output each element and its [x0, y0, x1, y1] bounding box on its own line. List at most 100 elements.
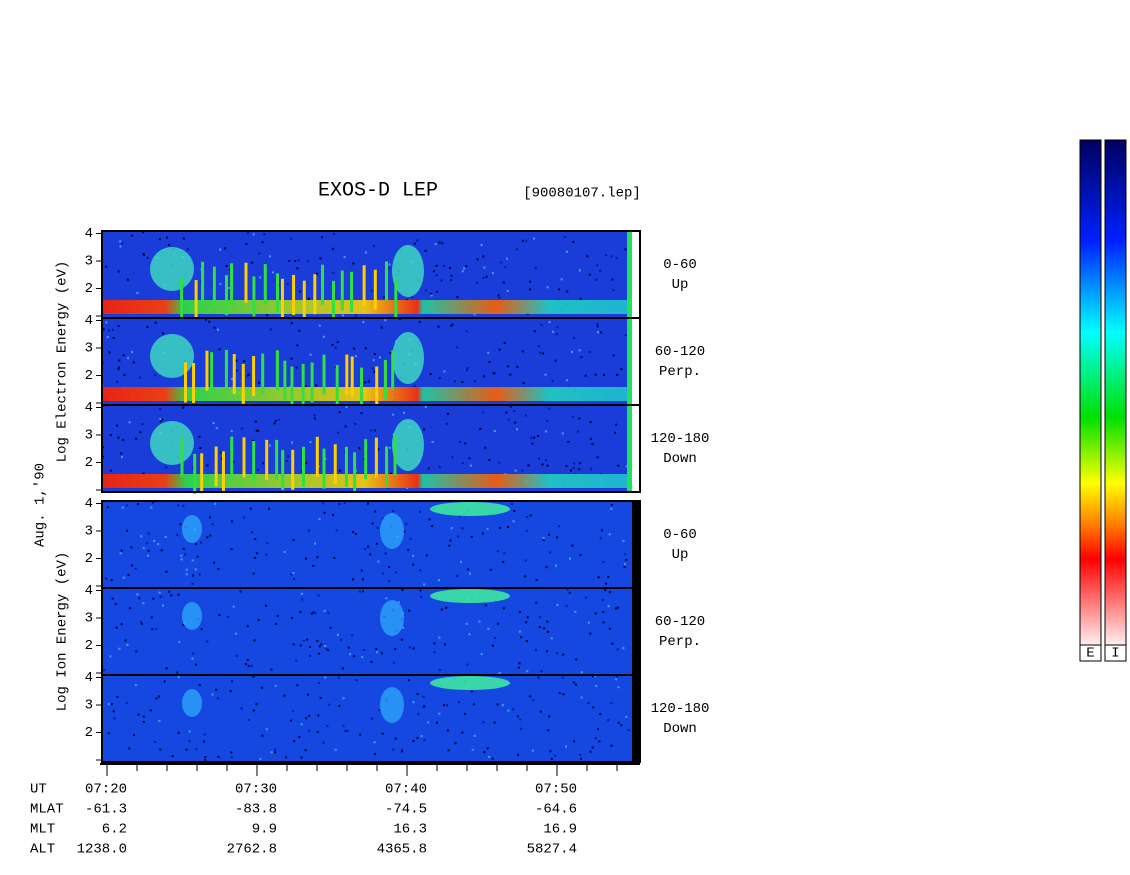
- spectrogram-speckle: [575, 658, 578, 661]
- spectrogram-speckle: [424, 406, 427, 409]
- spectrogram-speckle: [312, 611, 315, 614]
- spectrogram-feature: [182, 602, 202, 630]
- spectrogram-speckle: [153, 539, 156, 542]
- spectrogram-speckle: [203, 733, 206, 736]
- spectrogram-speckle: [217, 755, 220, 758]
- spectrogram-speckle: [374, 752, 377, 755]
- spectrogram-spike: [350, 271, 354, 312]
- spectrogram-speckle: [580, 356, 583, 359]
- spectrogram-speckle: [126, 643, 129, 646]
- spectrogram-speckle: [102, 328, 105, 331]
- spectrogram-spike: [332, 280, 336, 321]
- spectrogram-speckle: [268, 255, 271, 258]
- spectrogram-speckle: [450, 324, 453, 327]
- colorbars: E I: [1079, 139, 1127, 662]
- spectrogram-speckle: [527, 464, 530, 467]
- spectrogram-speckle: [526, 670, 529, 673]
- spectrogram-speckle: [252, 439, 255, 442]
- spectrogram-speckle: [482, 255, 485, 258]
- spectrogram-band: [102, 300, 628, 314]
- spectrogram-speckle: [445, 606, 448, 609]
- spectrogram-speckle: [442, 704, 445, 707]
- spectrogram-speckle: [539, 710, 542, 713]
- spectrogram-speckle: [298, 329, 301, 332]
- spectrogram-speckle: [516, 428, 519, 431]
- spectrogram-speckle: [623, 565, 626, 568]
- spectrogram-speckle: [624, 248, 627, 251]
- spectrogram-speckle: [548, 715, 551, 718]
- channel-direction: Down: [663, 721, 697, 737]
- spectrogram-speckle: [478, 620, 481, 623]
- spectrogram-speckle: [324, 644, 327, 647]
- spectrogram-speckle: [103, 669, 106, 672]
- spectrogram-speckle: [338, 704, 341, 707]
- spectrogram-speckle: [470, 690, 473, 693]
- spectrogram-speckle: [579, 554, 582, 557]
- spectrogram-speckle: [247, 718, 250, 721]
- spectrogram-speckle: [258, 252, 261, 255]
- spectrogram-speckle: [427, 721, 430, 724]
- spectrogram-speckle: [569, 557, 572, 560]
- spectrogram-speckle: [622, 539, 625, 542]
- spectrogram-speckle: [273, 422, 276, 425]
- row-value: 2762.8: [227, 842, 277, 858]
- spectrogram-speckle: [412, 647, 415, 650]
- spectrogram-speckle: [457, 535, 460, 538]
- y-tick-label: 2: [85, 551, 93, 567]
- channel-direction: Perp.: [659, 364, 701, 380]
- spectrogram-speckle: [558, 692, 561, 695]
- spectrogram-speckle: [185, 748, 188, 751]
- spectrogram-speckle: [482, 375, 485, 378]
- spectrogram-speckle: [278, 418, 281, 421]
- spectrogram-speckle: [605, 254, 608, 257]
- spectrogram-speckle: [214, 502, 217, 505]
- spectrogram-speckle: [180, 558, 183, 561]
- spectrogram-edge: [627, 318, 632, 405]
- spectrogram-speckle: [168, 590, 171, 593]
- spectrogram-speckle: [283, 550, 286, 553]
- spectrogram-speckle: [355, 679, 358, 682]
- spectrogram-speckle: [244, 662, 247, 665]
- spectrogram-speckle: [146, 326, 149, 329]
- spectrogram-speckle: [461, 381, 464, 384]
- spectrogram-speckle: [389, 351, 392, 354]
- spectrogram-speckle: [522, 381, 525, 384]
- spectrogram-speckle: [610, 507, 613, 510]
- spectrogram-speckle: [274, 684, 277, 687]
- spectrogram-speckle: [240, 427, 243, 430]
- spectrogram-speckle: [607, 719, 610, 722]
- spectrogram-spike: [193, 453, 197, 494]
- spectrogram-speckle: [128, 421, 131, 424]
- spectrogram-speckle: [443, 264, 446, 267]
- spectrogram-speckle: [461, 527, 464, 530]
- spectrogram-speckle: [370, 660, 373, 663]
- spectrogram-speckle: [198, 435, 201, 438]
- spectrogram-speckle: [545, 566, 548, 569]
- spectrogram-speckle: [625, 715, 628, 718]
- spectrogram-spike: [290, 366, 294, 407]
- spectrogram-speckle: [108, 351, 111, 354]
- spectrogram-speckle: [514, 421, 517, 424]
- spectrogram-speckle: [535, 579, 538, 582]
- spectrogram-speckle: [130, 546, 133, 549]
- channel-direction: Up: [672, 277, 689, 293]
- spectrogram-speckle: [482, 276, 485, 279]
- spectrogram-speckle: [370, 429, 373, 432]
- spectrogram-speckle: [176, 533, 179, 536]
- spectrogram-speckle: [398, 318, 401, 321]
- spectrogram-speckle: [608, 533, 611, 536]
- spectrogram-speckle: [502, 281, 505, 284]
- spectrogram-speckle: [295, 659, 298, 662]
- spectrogram-speckle: [134, 567, 137, 570]
- spectrogram-speckle: [525, 239, 528, 242]
- spectrogram-speckle: [373, 370, 376, 373]
- spectrogram-speckle: [135, 650, 138, 653]
- spectrogram-speckle: [512, 708, 515, 711]
- spectrogram-speckle: [624, 553, 627, 556]
- spectrogram-speckle: [565, 465, 568, 468]
- y-tick-label: 4: [85, 670, 93, 686]
- spectrogram-speckle: [546, 650, 549, 653]
- spectrogram-speckle: [150, 616, 153, 619]
- spectrogram-speckle: [306, 260, 309, 263]
- spectrogram-speckle: [601, 599, 604, 602]
